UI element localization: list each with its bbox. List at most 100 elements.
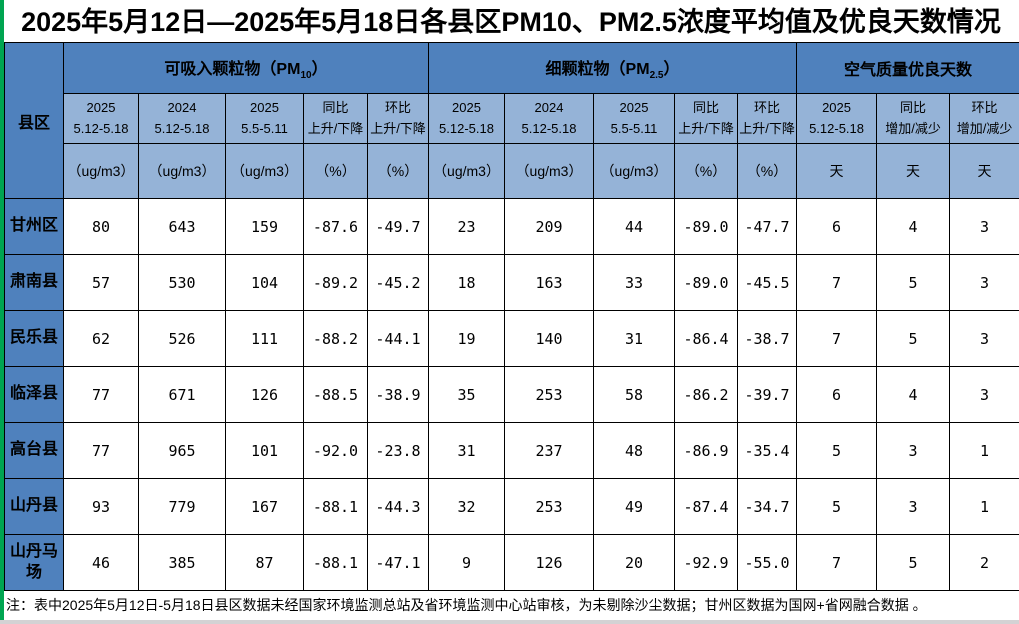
county-cell: 民乐县 bbox=[4, 310, 64, 367]
value-cell: 126 bbox=[225, 366, 304, 423]
value-cell: 93 bbox=[63, 478, 139, 535]
unit-cell: 天 bbox=[876, 143, 951, 199]
value-cell: -35.4 bbox=[737, 422, 798, 479]
subheader-cell: 2025 5.12-5.18 bbox=[63, 93, 139, 144]
table-row: 高台县 77 965 101 -92.0 -23.8 31 237 48 -86.9 -35.4 5 3… bbox=[4, 422, 1019, 479]
value-cell: -86.2 bbox=[674, 366, 739, 423]
value-cell: 209 bbox=[504, 198, 595, 255]
subheader-cell: 2025 5.12-5.18 bbox=[796, 93, 878, 144]
value-cell: 3 bbox=[949, 366, 1019, 423]
value-cell: 4 bbox=[876, 366, 951, 423]
value-cell: 643 bbox=[138, 198, 226, 255]
unit-cell: 天 bbox=[796, 143, 878, 199]
value-cell: -44.1 bbox=[366, 310, 430, 367]
value-cell: 49 bbox=[593, 478, 676, 535]
value-cell: 5 bbox=[796, 478, 878, 535]
value-cell: 104 bbox=[225, 254, 304, 311]
value-cell: 33 bbox=[593, 254, 676, 311]
report-page: 2025年5月12日—2025年5月18日各县区PM10、PM2.5浓度平均值及… bbox=[4, 0, 1019, 619]
group-header-cell: 可吸入颗粒物（PM10） bbox=[62, 42, 430, 94]
value-cell: 5 bbox=[876, 310, 951, 367]
unit-cell: 天 bbox=[949, 143, 1019, 199]
unit-cell: （%） bbox=[674, 143, 739, 199]
value-cell: -39.7 bbox=[737, 366, 798, 423]
value-cell: 1 bbox=[949, 422, 1019, 479]
value-cell: -44.3 bbox=[366, 478, 430, 535]
unit-cell: （ug/m3） bbox=[428, 143, 506, 199]
value-cell: -86.4 bbox=[674, 310, 739, 367]
value-cell: -88.1 bbox=[303, 534, 368, 591]
subheader-cell: 同比 上升/下降 bbox=[303, 93, 368, 144]
value-cell: 77 bbox=[63, 422, 139, 479]
unit-cell: （ug/m3） bbox=[593, 143, 676, 199]
unit-cell: （ug/m3） bbox=[225, 143, 304, 199]
value-cell: -55.0 bbox=[737, 534, 798, 591]
value-cell: -89.0 bbox=[674, 198, 739, 255]
subheader-cell: 2025 5.12-5.18 bbox=[428, 93, 506, 144]
value-cell: 1 bbox=[949, 478, 1019, 535]
value-cell: 18 bbox=[428, 254, 506, 311]
value-cell: 3 bbox=[949, 254, 1019, 311]
value-cell: 101 bbox=[225, 422, 304, 479]
table-row: 肃南县 57 530 104 -89.2 -45.2 18 163 33 -89.0 -45.5 7 5… bbox=[4, 254, 1019, 311]
value-cell: 7 bbox=[796, 310, 878, 367]
subheader-cell: 环比 增加/减少 bbox=[949, 93, 1019, 144]
county-cell: 山丹马场 bbox=[4, 534, 64, 591]
table-row: 临泽县 77 671 126 -88.5 -38.9 35 253 58 -86.2 -39.7 6 4… bbox=[4, 366, 1019, 423]
table-row: 山丹县 93 779 167 -88.1 -44.3 32 253 49 -87.4 -34.7 5 3… bbox=[4, 478, 1019, 535]
value-cell: -34.7 bbox=[737, 478, 798, 535]
value-cell: -89.0 bbox=[674, 254, 739, 311]
value-cell: 35 bbox=[428, 366, 506, 423]
value-cell: 57 bbox=[63, 254, 139, 311]
value-cell: 23 bbox=[428, 198, 506, 255]
value-cell: 7 bbox=[796, 534, 878, 591]
unit-cell: （%） bbox=[303, 143, 368, 199]
table-row: 山丹马场 46 385 87 -88.1 -47.1 9 126 20 -92.9 -55.0 7 5 2 bbox=[4, 534, 1019, 591]
left-accent-strip bbox=[0, 0, 4, 620]
group-header-cell: 细颗粒物（PM2.5） bbox=[428, 42, 798, 94]
value-cell: 159 bbox=[225, 198, 304, 255]
value-cell: -23.8 bbox=[366, 422, 430, 479]
value-cell: 526 bbox=[138, 310, 226, 367]
value-cell: 530 bbox=[138, 254, 226, 311]
value-cell: -88.5 bbox=[303, 366, 368, 423]
unit-cell: （ug/m3） bbox=[63, 143, 139, 199]
table-row: 民乐县 62 526 111 -88.2 -44.1 19 140 31 -86.4 -38.7 7 5… bbox=[4, 310, 1019, 367]
value-cell: -87.6 bbox=[303, 198, 368, 255]
group-header-cell: 空气质量优良天数 bbox=[796, 42, 1019, 94]
value-cell: 965 bbox=[138, 422, 226, 479]
value-cell: 5 bbox=[876, 534, 951, 591]
value-cell: 32 bbox=[428, 478, 506, 535]
value-cell: -38.9 bbox=[366, 366, 430, 423]
report-title: 2025年5月12日—2025年5月18日各县区PM10、PM2.5浓度平均值及… bbox=[21, 7, 1001, 37]
subheader-cell: 环比 上升/下降 bbox=[366, 93, 430, 144]
value-cell: 62 bbox=[63, 310, 139, 367]
bottom-gray-strip bbox=[0, 620, 1019, 624]
value-cell: -47.7 bbox=[737, 198, 798, 255]
unit-cell: （%） bbox=[737, 143, 798, 199]
value-cell: 3 bbox=[876, 422, 951, 479]
unit-cell: （ug/m3） bbox=[138, 143, 226, 199]
value-cell: 3 bbox=[949, 310, 1019, 367]
subheader-cell: 2025 5.5-5.11 bbox=[225, 93, 304, 144]
county-cell: 甘州区 bbox=[4, 198, 64, 255]
value-cell: 20 bbox=[593, 534, 676, 591]
subheader-row: 2025 5.12-5.18 2024 5.12-5.18 2025 5.5-5.1… bbox=[5, 93, 1019, 144]
value-cell: 9 bbox=[428, 534, 506, 591]
corner-header-county: 县区 bbox=[4, 42, 64, 199]
value-cell: -89.2 bbox=[303, 254, 368, 311]
county-cell: 高台县 bbox=[4, 422, 64, 479]
value-cell: 385 bbox=[138, 534, 226, 591]
value-cell: 779 bbox=[138, 478, 226, 535]
subheader-cell: 2025 5.5-5.11 bbox=[593, 93, 676, 144]
subheader-cell: 同比 增加/减少 bbox=[876, 93, 951, 144]
value-cell: 48 bbox=[593, 422, 676, 479]
value-cell: 31 bbox=[428, 422, 506, 479]
value-cell: 46 bbox=[63, 534, 139, 591]
county-cell: 临泽县 bbox=[4, 366, 64, 423]
value-cell: 6 bbox=[796, 366, 878, 423]
footnote: 注：表中2025年5月12日-5月18日县区数据未经国家环境监测总站及省环境监测… bbox=[6, 597, 927, 613]
pm-concentration-table: 县区 可吸入颗粒物（PM10） 细颗粒物（PM2.5） 空气质量优良天数 2025 5.… bbox=[4, 42, 1019, 591]
value-cell: 237 bbox=[504, 422, 595, 479]
value-cell: 3 bbox=[949, 198, 1019, 255]
